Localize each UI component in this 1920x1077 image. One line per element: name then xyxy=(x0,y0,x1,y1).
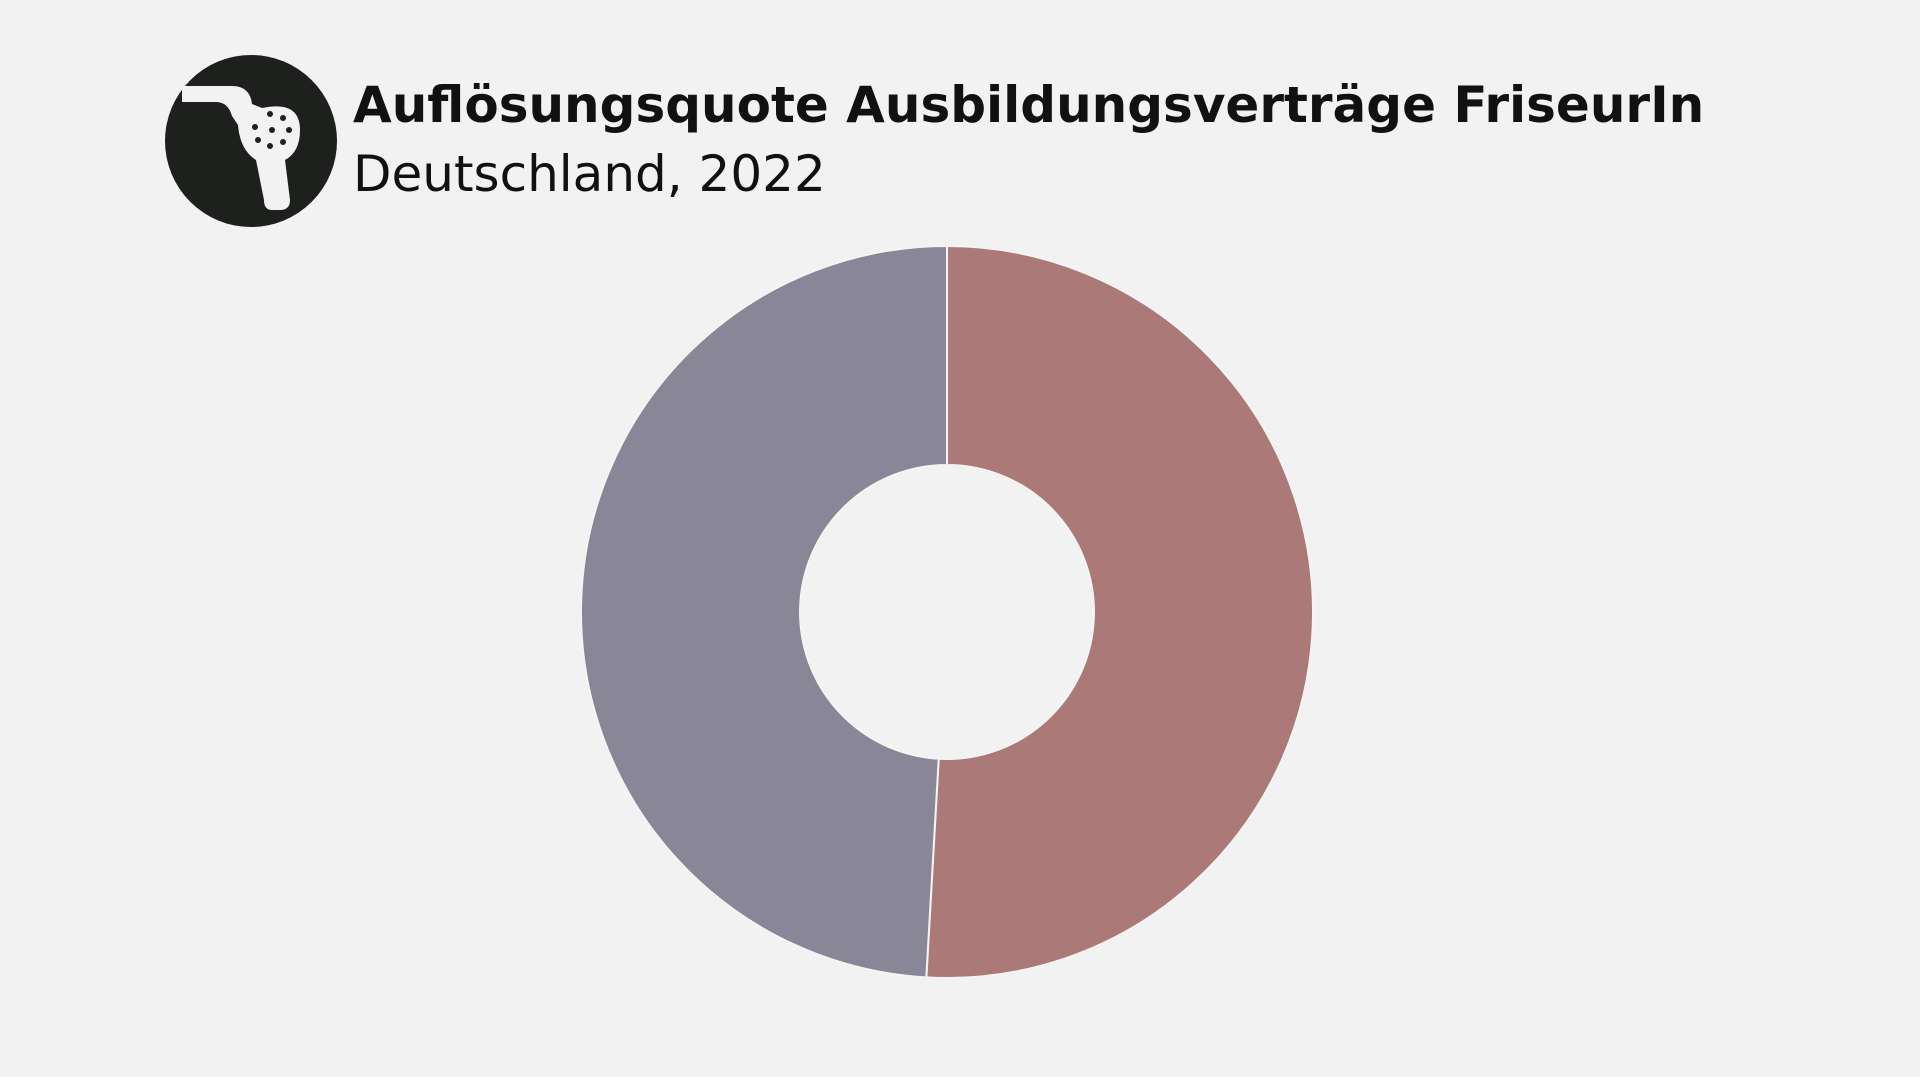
chart-subtitle: Deutschland, 2022 xyxy=(353,145,826,203)
chart-title: Auflösungsquote Ausbildungsverträge Fris… xyxy=(353,76,1704,134)
icon-dryer xyxy=(182,86,300,210)
icon xyxy=(165,55,337,227)
icon-dots xyxy=(252,111,292,149)
pie-segment xyxy=(580,244,948,979)
pie-segment xyxy=(925,244,1314,979)
